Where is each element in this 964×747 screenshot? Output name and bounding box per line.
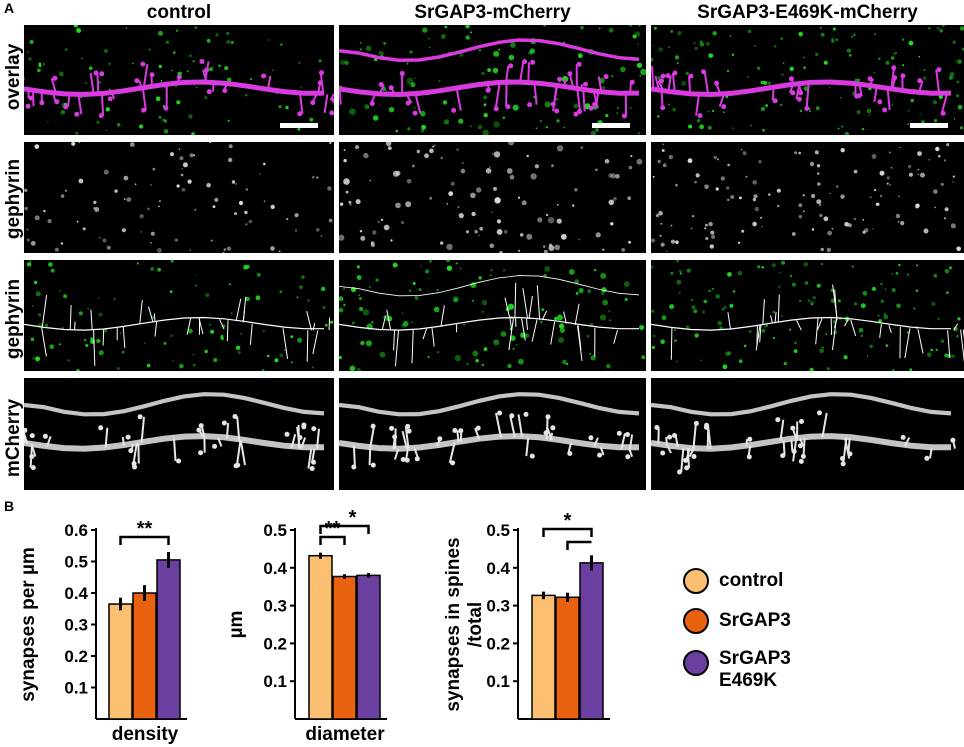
significance-label: ** [325,518,341,540]
y-tick-label: 0.3 [263,597,287,616]
bar-2 [555,596,580,720]
micrograph-mcherry-e469k [651,378,964,490]
row-label-mcherry: mCherry [3,398,24,478]
legend-label-control: control [719,570,784,591]
significance-label: * [564,510,572,532]
micrograph-gephyrin-outline-e469k [651,260,964,371]
y-tick-label: 0.4 [263,559,287,578]
x-axis-label: diameter [305,724,385,745]
significance-bracket [566,540,592,550]
column-title-e469k: SrGAP3-E469K-mCherry [697,2,918,23]
y-tick-label: 0.3 [64,616,88,635]
bar-1 [308,554,333,720]
chart-3: 0.1 0.2 0.3 0.4 0.5 * synapses in spines/total [443,510,610,720]
bar-1 [531,594,556,720]
bar-3 [156,559,181,720]
micrograph-gephyrin-outline-control [24,260,334,371]
panel-b-letter: B [4,498,15,514]
y-tick-label: 0.4 [64,584,88,603]
y-tick-label: 0.6 [64,521,88,540]
micrograph-gephyrin-control [24,142,334,253]
significance-bracket [319,524,370,534]
y-tick-label: 0.3 [486,597,510,616]
y-tick-label: 0.4 [486,559,510,578]
column-title-control: control [146,2,212,23]
y-tick-label: 0.2 [263,634,287,653]
y-tick-label: 0.5 [263,521,287,540]
y-tick-label: 0.1 [263,672,287,691]
significance-label: ** [137,518,153,540]
micrograph-gephyrin-srgap3 [339,142,646,253]
y-axis-label: µm [226,611,247,639]
legend-label-srgap3: SrGAP3 [719,610,791,631]
y-tick-label: 0.2 [64,647,88,666]
row-label-gephyrin: gephyrin [3,158,24,240]
legend-item-e469k: SrGAP3 E469K [683,648,791,692]
panel-a-letter: A [4,0,15,16]
y-axis-label: synapses in spines/total [443,537,486,711]
legend-swatch-control [683,568,709,594]
bar-1 [108,603,133,720]
bar-2 [332,575,357,720]
chart-1: 0.1 0.2 0.3 0.4 0.5 0.6 ** density synapses per … [18,518,187,745]
micrograph-mcherry-srgap3 [339,378,646,490]
legend-item-control: control [683,568,783,594]
legend-swatch-e469k [683,650,709,676]
micrograph-overlay-control [24,25,334,135]
column-title-srgap3: SrGAP3-mCherry [414,2,571,23]
y-tick-label: 0.5 [486,521,510,540]
micrograph-gephyrin-e469k [651,142,964,253]
significance-bracket [542,527,593,537]
bar-3 [579,562,604,720]
row-label-gephyrin-outline: gephyrin [3,278,24,360]
y-tick-label: 0.1 [486,672,510,691]
x-axis-label: density [112,724,179,745]
row-label-overlay: overlay [3,43,24,111]
significance-bracket [119,535,170,545]
significance-label: * [349,507,357,529]
legend-swatch-srgap3 [683,608,709,634]
micrograph-mcherry-control [24,378,334,490]
micrograph-gephyrin-outline-srgap3 [339,260,646,371]
legend-item-srgap3: SrGAP3 [683,608,791,634]
y-tick-label: 0.2 [486,634,510,653]
micrograph-overlay-srgap3 [339,25,646,135]
bar-2 [132,592,157,720]
legend-label-e469k: SrGAP3 E469K [719,648,791,691]
bar-3 [356,574,381,720]
y-tick-label: 0.5 [64,553,88,572]
micrograph-overlay-e469k [651,25,964,135]
y-tick-label: 0.1 [64,679,88,698]
significance-bracket [319,535,346,545]
y-axis-label: synapses per µm [18,547,39,702]
